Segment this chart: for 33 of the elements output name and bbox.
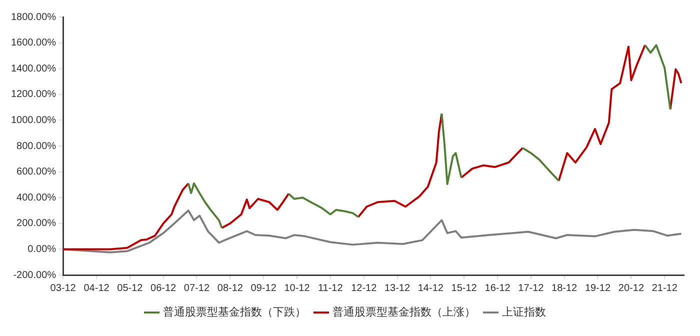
x-tick-label: 05-12 xyxy=(117,282,144,294)
legend-label: 普通股票型基金指数（上涨） xyxy=(332,306,476,319)
x-tick-label: 16-12 xyxy=(484,282,511,294)
x-tick-label: 19-12 xyxy=(584,282,611,294)
legend-label: 上证指数 xyxy=(502,306,546,319)
y-tick-label: 200.00% xyxy=(16,218,56,230)
x-tick-label: 14-12 xyxy=(418,282,444,294)
x-tick-label: 09-12 xyxy=(250,282,277,294)
x-tick-label: 07-12 xyxy=(184,282,210,294)
x-tick-label: 20-12 xyxy=(618,282,644,294)
x-tick-label: 17-12 xyxy=(518,282,544,294)
x-tick-label: 18-12 xyxy=(552,282,578,294)
y-tick-label: 1400.00% xyxy=(10,63,56,74)
x-tick-label: 15-12 xyxy=(451,282,478,294)
y-tick-label: 400.00% xyxy=(16,192,56,204)
y-tick-label: 800.00% xyxy=(16,140,56,152)
x-tick-label: 13-12 xyxy=(384,282,410,294)
x-tick-label: 12-12 xyxy=(351,282,378,294)
y-tick-label: -200.00% xyxy=(13,270,56,281)
x-tick-label: 03-12 xyxy=(50,282,76,294)
y-tick-label: 1200.00% xyxy=(10,89,56,100)
y-tick-label: 600.00% xyxy=(16,166,56,178)
legend-label: 普通股票型基金指数（下跌） xyxy=(162,306,306,319)
y-tick-label: 1800.00% xyxy=(10,12,56,23)
x-tick-label: 08-12 xyxy=(217,282,244,294)
x-tick-label: 10-12 xyxy=(284,282,310,294)
y-tick-label: 1600.00% xyxy=(10,38,56,49)
x-tick-label: 21-12 xyxy=(652,282,678,294)
x-tick-label: 04-12 xyxy=(84,282,110,294)
y-tick-label: 0.00% xyxy=(28,244,56,255)
x-tick-label: 06-12 xyxy=(150,282,177,294)
x-tick-label: 11-12 xyxy=(318,282,344,294)
y-tick-label: 1000.00% xyxy=(10,114,56,126)
